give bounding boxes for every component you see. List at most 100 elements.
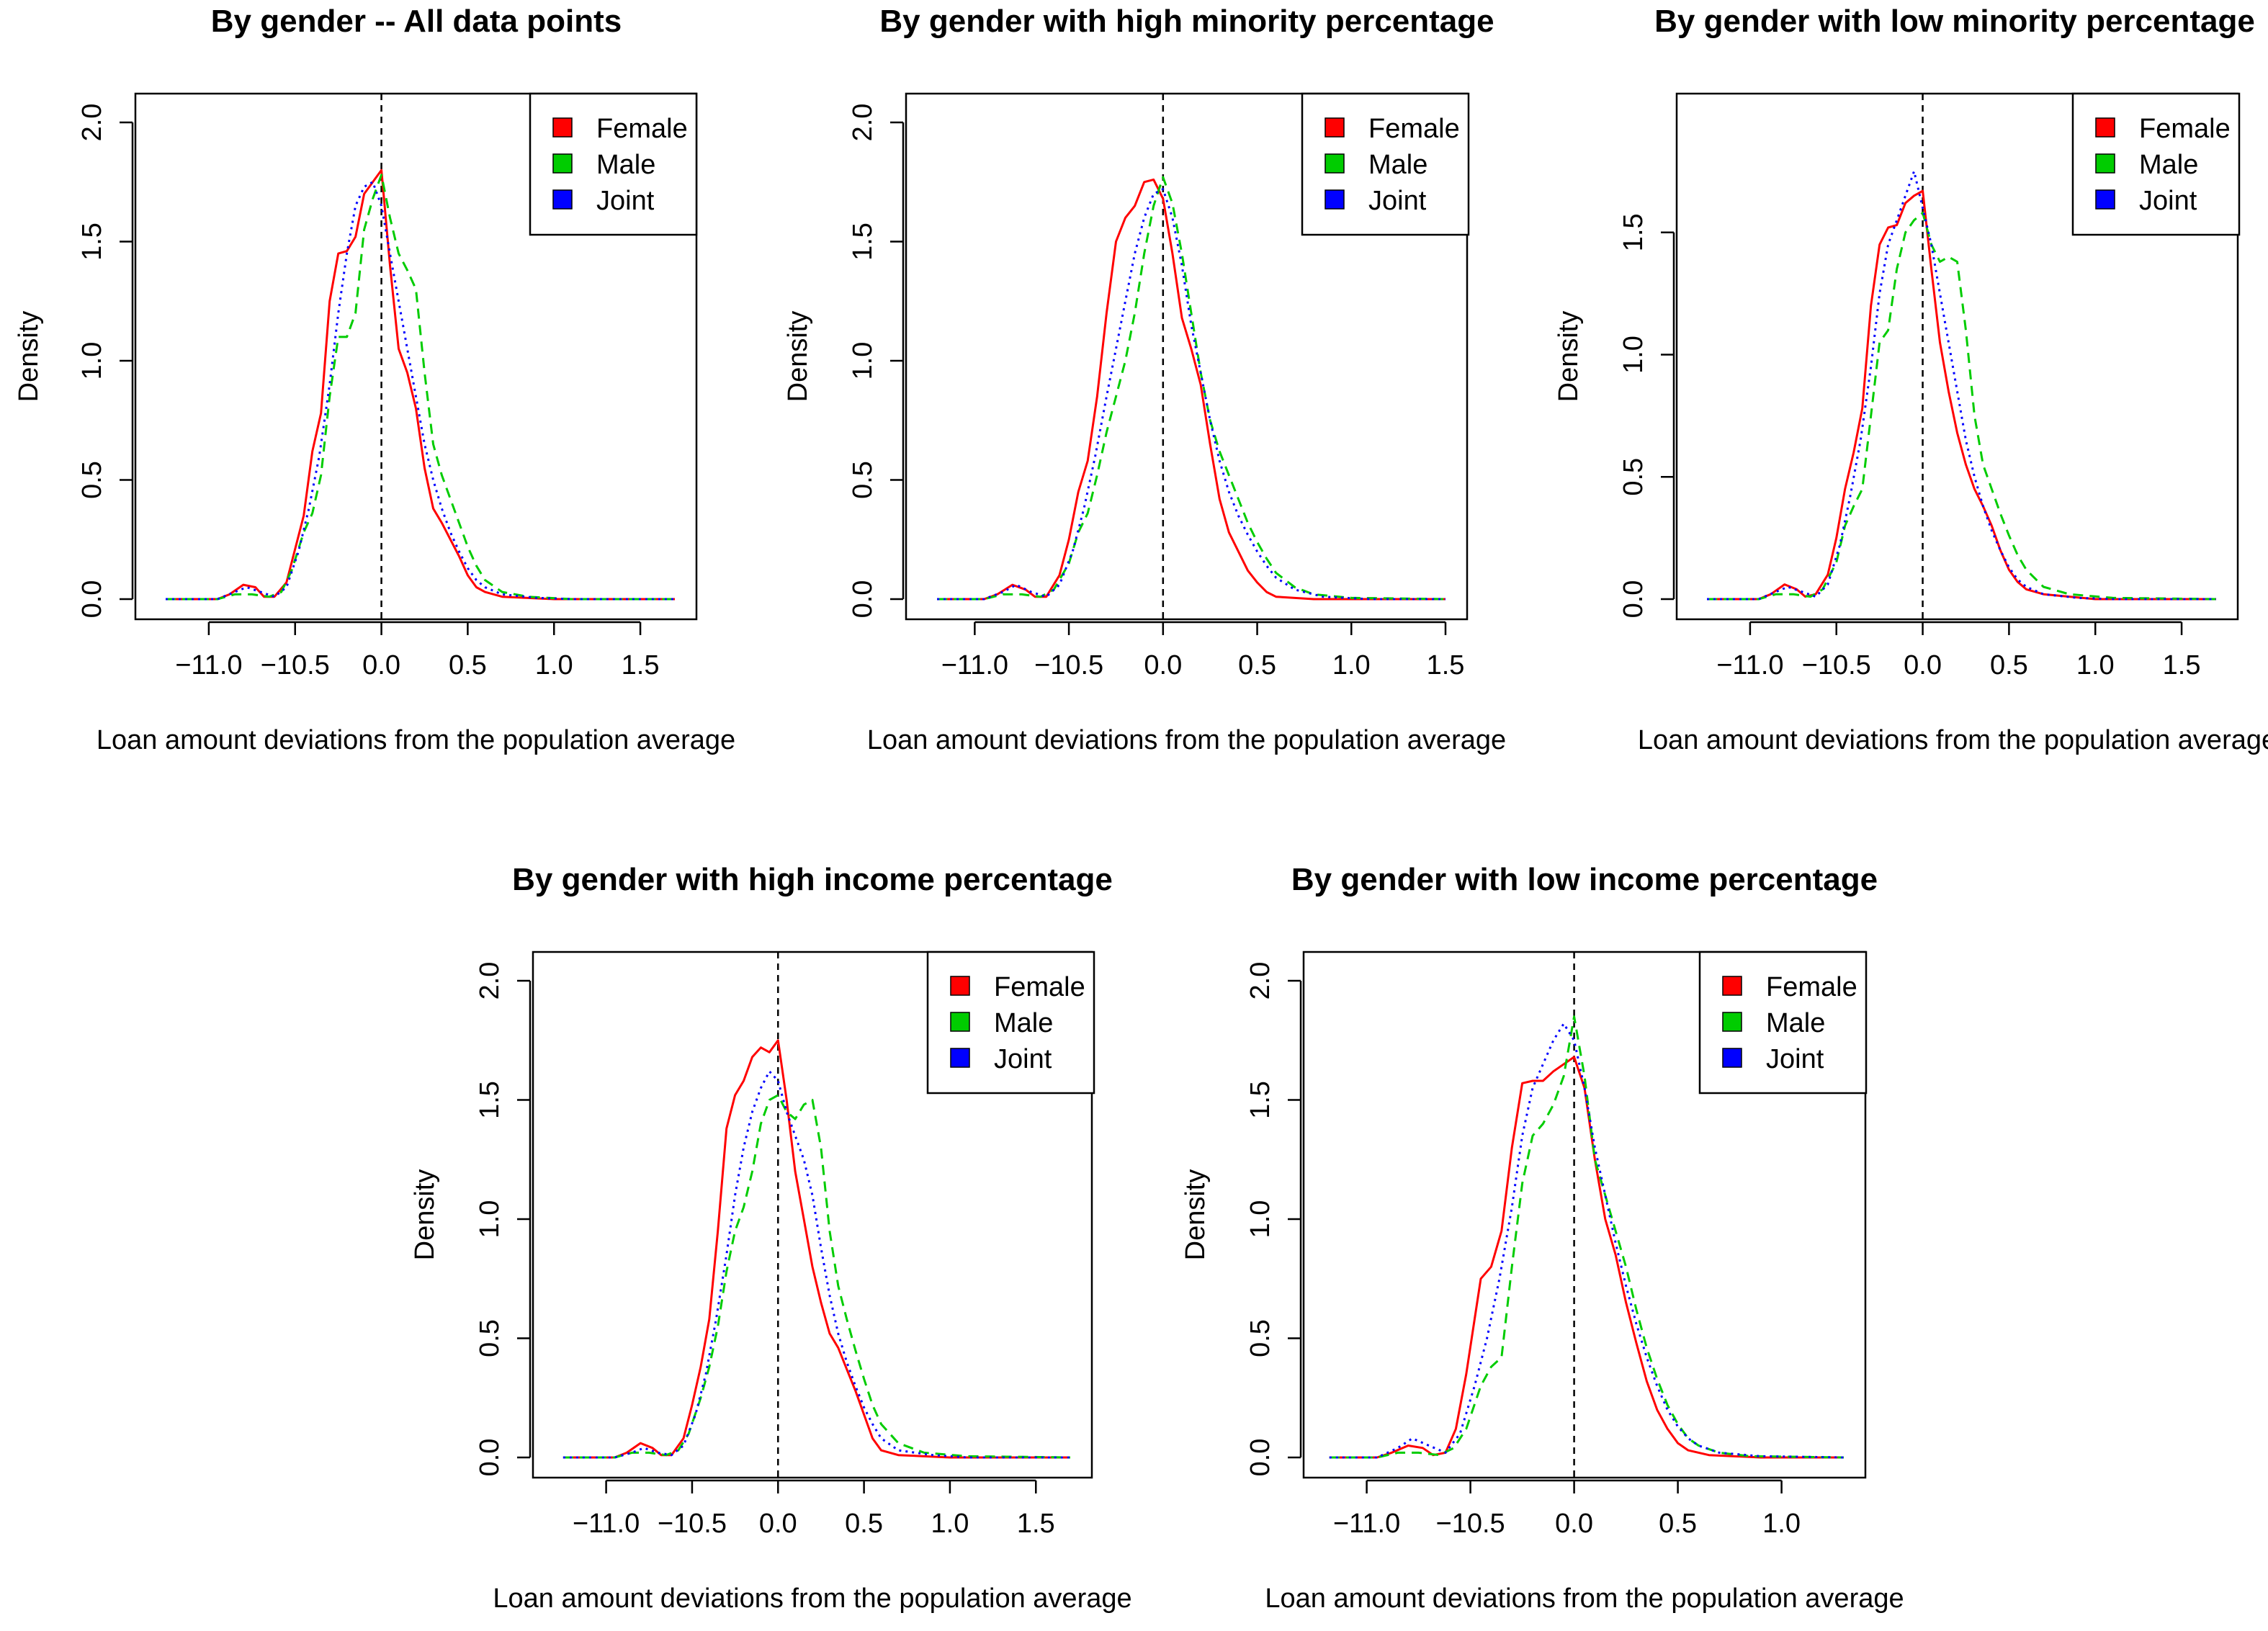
panel-4-title: By gender with high income percentage: [512, 862, 1113, 897]
panel-3-y-tick-label: 1.0: [1618, 336, 1649, 374]
panel-4-plot-frame: [532, 951, 1093, 1479]
panel-4-x-label: Loan amount deviations from the populati…: [493, 1583, 1131, 1614]
panel-5-legend-label-joint: Joint: [1766, 1044, 1824, 1074]
panel-3-series-female: [1707, 189, 2216, 601]
panel-1-plot-frame: [134, 92, 698, 621]
panel-2-legend-label-male: Male: [1368, 150, 1427, 180]
panel-1-y-tick-label: 0.5: [77, 461, 107, 499]
panel-4-legend-label-joint: Joint: [994, 1044, 1052, 1074]
panel-1-legend-label-joint: Joint: [596, 186, 655, 216]
panel-3-x-label: Loan amount deviations from the populati…: [1638, 725, 2268, 755]
panel-5-y-label: Density: [1180, 1169, 1211, 1261]
panel-5-legend-swatch-joint: [1722, 1048, 1742, 1068]
panel-2-legend-label-joint: Joint: [1368, 186, 1427, 216]
panel-5-x-tick-label: −11.0: [1333, 1509, 1400, 1539]
panel-3-series-joint: [1707, 170, 2216, 601]
panel-4-x-tick-label: 1.0: [931, 1509, 969, 1539]
panel-1-legend-swatch-joint: [552, 189, 573, 210]
panel-5-y-tick-label: 1.0: [1245, 1200, 1276, 1239]
panel-1-series-male: [166, 174, 675, 601]
panel-5-x-tick-label: 1.0: [1762, 1509, 1801, 1539]
panel-3-series-male: [1707, 212, 2217, 601]
panel-1-y-label: Density: [14, 311, 44, 403]
panel-3-title: By gender with low minority percentage: [1654, 4, 2255, 39]
panel-2-x-label: Loan amount deviations from the populati…: [867, 725, 1506, 755]
panel-1-y-tick-label: 2.0: [77, 104, 107, 142]
panel-1-y-tick-label: 1.5: [77, 223, 107, 261]
panel-1-y-tick-label: 0.0: [77, 580, 107, 619]
panel-3-y-label: Density: [1554, 311, 1584, 403]
panel-5-y-tick-label: 0.5: [1245, 1319, 1276, 1357]
panel-3-y-tick-label: 0.5: [1618, 458, 1649, 496]
panel-1-x-tick-label: −10.5: [261, 650, 330, 680]
panel-4-legend-swatch-joint: [950, 1048, 970, 1068]
panel-1-legend-label-male: Male: [596, 150, 655, 180]
panel-1-x-tick-label: −11.0: [175, 650, 242, 680]
panel-4-y-tick-label: 0.5: [475, 1319, 505, 1357]
panel-5-legend-label-male: Male: [1766, 1008, 1825, 1038]
panel-4-y-tick-label: 2.0: [475, 962, 505, 1000]
panel-2-legend-label-female: Female: [1368, 114, 1460, 144]
panel-2-title: By gender with high minority percentage: [879, 4, 1494, 39]
panel-5-x-label: Loan amount deviations from the populati…: [1265, 1583, 1904, 1614]
panel-2-series-joint: [937, 188, 1445, 601]
panel-3-x-tick-label: 1.5: [2163, 650, 2201, 680]
panel-4-x-tick-label: −10.5: [658, 1509, 727, 1539]
panel-2-x-tick-label: 1.5: [1427, 650, 1465, 680]
panel-2-plot-frame: [905, 92, 1469, 621]
panel-2-legend-swatch-male: [1325, 153, 1345, 174]
panel-2-x-tick-label: 0.0: [1144, 650, 1182, 680]
panel-1-x-tick-label: 0.5: [449, 650, 487, 680]
panel-4-y-tick-label: 1.5: [475, 1081, 505, 1119]
panel-4-legend-swatch-male: [950, 1012, 970, 1032]
panel-5-series-female: [1329, 1056, 1844, 1459]
panel-5-y-tick-label: 1.5: [1245, 1081, 1276, 1119]
panel-1-x-tick-label: 1.5: [622, 650, 660, 680]
panel-5-plot-frame: [1302, 951, 1867, 1479]
panel-2-legend-swatch-female: [1325, 117, 1345, 138]
panel-3-x-tick-label: −11.0: [1716, 650, 1783, 680]
panel-5-series-male: [1329, 1015, 1845, 1459]
panel-4-x-tick-label: 1.5: [1017, 1509, 1055, 1539]
panel-5-x-tick-label: −10.5: [1436, 1509, 1505, 1539]
panel-4-x-tick-label: 0.5: [845, 1509, 883, 1539]
panel-3-x-tick-label: 1.0: [2076, 650, 2115, 680]
panel-2-x-tick-label: −10.5: [1034, 650, 1103, 680]
panel-2-y-tick-label: 0.5: [848, 461, 878, 499]
panel-3-x-tick-label: 0.0: [1904, 650, 1942, 680]
panel-5-title: By gender with low income percentage: [1291, 862, 1878, 897]
panel-2-y-tick-label: 2.0: [848, 104, 878, 142]
panel-3-legend-label-male: Male: [2139, 150, 2198, 180]
panel-5-legend-swatch-male: [1722, 1012, 1742, 1032]
panel-4-legend-label-female: Female: [994, 972, 1085, 1002]
panel-3-x-tick-label: −10.5: [1802, 650, 1871, 680]
panel-1-legend-swatch-male: [552, 153, 573, 174]
panel-4-series-joint: [562, 1070, 1070, 1459]
panel-4-y-tick-label: 1.0: [475, 1200, 505, 1239]
panel-3-x-tick-label: 0.5: [1990, 650, 2028, 680]
panel-5-x-tick-label: 0.0: [1555, 1509, 1593, 1539]
panel-3-plot-frame: [1675, 92, 2239, 621]
panel-4-x-tick-label: −11.0: [573, 1509, 640, 1539]
panel-1-title: By gender -- All data points: [211, 4, 622, 39]
panel-3-legend-label-joint: Joint: [2139, 186, 2197, 216]
panel-3-legend-label-female: Female: [2139, 114, 2231, 144]
panel-2-x-tick-label: −11.0: [941, 650, 1008, 680]
panel-4-legend-label-male: Male: [994, 1008, 1053, 1038]
panel-3-legend-swatch-female: [2095, 117, 2115, 138]
panel-5-legend-label-female: Female: [1766, 972, 1857, 1002]
panel-2-series-female: [937, 178, 1445, 601]
panel-3-legend-swatch-joint: [2095, 189, 2115, 210]
panel-1-legend-label-female: Female: [596, 114, 688, 144]
panel-4-x-tick-label: 0.0: [759, 1509, 797, 1539]
panel-4-series-male: [562, 1094, 1071, 1459]
panel-2-legend: [1301, 92, 1470, 236]
panel-4-series-female: [562, 1039, 1070, 1459]
panel-2-y-tick-label: 0.0: [848, 580, 878, 619]
panel-4-y-label: Density: [410, 1169, 440, 1261]
panel-2-x-tick-label: 1.0: [1332, 650, 1371, 680]
panel-2-x-tick-label: 0.5: [1238, 650, 1276, 680]
panel-1-x-tick-label: 0.0: [362, 650, 400, 680]
panel-3-y-tick-label: 1.5: [1618, 213, 1649, 251]
